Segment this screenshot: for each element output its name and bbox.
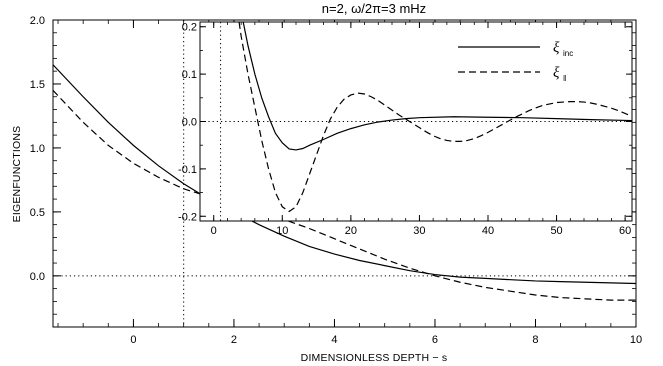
inset-y-tick-label: -0.2 (178, 211, 197, 223)
main-y-tick-label: 1.0 (30, 143, 45, 155)
inset-y-tick-label: 0.1 (182, 69, 197, 81)
legend-subscript: inc (563, 49, 573, 58)
inset-x-tick-label: 60 (619, 225, 631, 237)
inset-x-tick-label: 50 (550, 225, 562, 237)
main-x-tick-label: 8 (532, 334, 538, 346)
main-y-tick-label: 0.0 (30, 271, 45, 283)
main-y-tick-label: 0.5 (30, 207, 45, 219)
inset-x-tick-label: 30 (413, 225, 425, 237)
main-x-tick-label: 2 (231, 334, 237, 346)
legend-subscript: ‖ (563, 74, 566, 83)
inset-y-tick-label: 0.0 (182, 117, 197, 129)
legend-symbol: ξ (553, 65, 560, 81)
main-y-tick-label: 2.0 (30, 15, 45, 27)
inset-x-tick-label: 40 (482, 225, 494, 237)
main-x-tick-label: 6 (432, 334, 438, 346)
y-axis-label: EIGENFUNCTIONS (11, 126, 23, 223)
main-plot-area: 0 2 4 6 8 10 0.0 0.5 1.0 1.5 2.0 (30, 15, 642, 346)
main-x-tick-label: 0 (130, 334, 136, 346)
main-y-tick-label: 1.5 (30, 79, 45, 91)
inset-x-tick-label: 10 (276, 225, 288, 237)
main-series-solid-line (53, 64, 636, 285)
main-series-dashed-line (53, 89, 636, 301)
main-x-tick-label: 4 (331, 334, 337, 346)
inset-y-tick-label: -0.1 (178, 164, 197, 176)
inset-x-tick-label: 20 (345, 225, 357, 237)
chart-title: n=2, ω/2π=3 mHz (322, 1, 426, 16)
inset-y-tick-label: 0.2 (182, 22, 197, 34)
inset-series-solid-line (242, 22, 632, 151)
inset-x-tick-label: 0 (211, 225, 217, 237)
x-axis-label: DIMENSIONLESS DEPTH − s (301, 352, 448, 364)
legend-symbol: ξ (553, 40, 560, 56)
main-x-tick-label: 10 (630, 334, 642, 346)
